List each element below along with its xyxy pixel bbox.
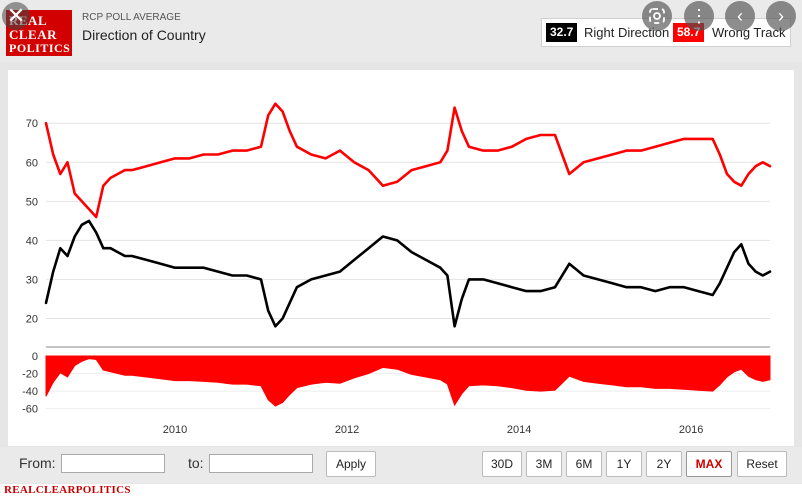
y-tick-label: 50: [26, 196, 38, 208]
to-label: to:: [188, 455, 204, 471]
footer-brand-text: REALCLEARPOLITICS: [4, 484, 131, 496]
range-2y-button[interactable]: 2Y: [646, 451, 682, 477]
wrong-track-line: [44, 102, 772, 219]
logo-line-2: CLEAR: [9, 27, 58, 42]
chart-svg: 20 30 40 50 60 70 0 -20 -40 -60 2010 2012 2014 2016: [22, 102, 772, 436]
x-tick-label: 2016: [679, 424, 703, 436]
to-date-input[interactable]: [209, 454, 313, 473]
y-tick-label: 70: [26, 118, 38, 130]
right-direction-line: [44, 219, 772, 328]
spread-area: [45, 355, 771, 407]
plot-area: 20 30 40 50 60 70 0 -20 -40 -60 2010 2012 2014 2016: [8, 70, 794, 446]
more-vertical-icon[interactable]: ⋮: [684, 1, 714, 31]
poll-average-label: RCP POLL AVERAGE: [82, 12, 181, 23]
reset-button[interactable]: Reset: [737, 451, 787, 477]
rcp-logo: REAL CLEAR POLITICS: [6, 10, 72, 56]
apply-button[interactable]: Apply: [326, 451, 376, 477]
right-direction-label: Right Direction: [584, 25, 670, 40]
range-1y-button[interactable]: 1Y: [606, 451, 642, 477]
chart-title: Direction of Country: [82, 27, 206, 43]
y-tick-label: 20: [26, 313, 38, 325]
chevron-right-icon[interactable]: ›: [766, 1, 796, 31]
spread-y-tick-label: -40: [22, 386, 38, 398]
range-6m-button[interactable]: 6M: [566, 451, 602, 477]
from-label: From:: [19, 455, 56, 471]
y-tick-label: 30: [26, 274, 38, 286]
footer-brand: REALCLEARPOLITICS: [0, 484, 802, 497]
spread-y-tick-label: -20: [22, 369, 38, 381]
spread-y-tick-label: -60: [22, 404, 38, 416]
range-max-button[interactable]: MAX: [686, 451, 732, 477]
range-30d-button[interactable]: 30D: [482, 451, 522, 477]
lens-icon[interactable]: [642, 1, 672, 31]
y-tick-label: 60: [26, 157, 38, 169]
logo-line-3: POLITICS: [9, 41, 71, 55]
y-tick-label: 40: [26, 235, 38, 247]
x-tick-label: 2014: [507, 424, 531, 436]
right-direction-value: 32.7: [546, 23, 578, 42]
date-range-controls: From: to: Apply 30D 3M 6M 1Y 2Y MAX Rese…: [0, 447, 802, 483]
chevron-left-icon[interactable]: ‹: [725, 1, 755, 31]
x-tick-label: 2012: [335, 424, 359, 436]
x-tick-label: 2010: [163, 424, 187, 436]
from-date-input[interactable]: [61, 454, 165, 473]
range-3m-button[interactable]: 3M: [526, 451, 562, 477]
close-icon[interactable]: ✕: [2, 2, 30, 30]
chart-header: REAL CLEAR POLITICS ✕ RCP POLL AVERAGE D…: [0, 0, 802, 62]
wrong-track-label: Wrong Track: [712, 25, 786, 40]
spread-y-tick-label: 0: [32, 351, 38, 363]
